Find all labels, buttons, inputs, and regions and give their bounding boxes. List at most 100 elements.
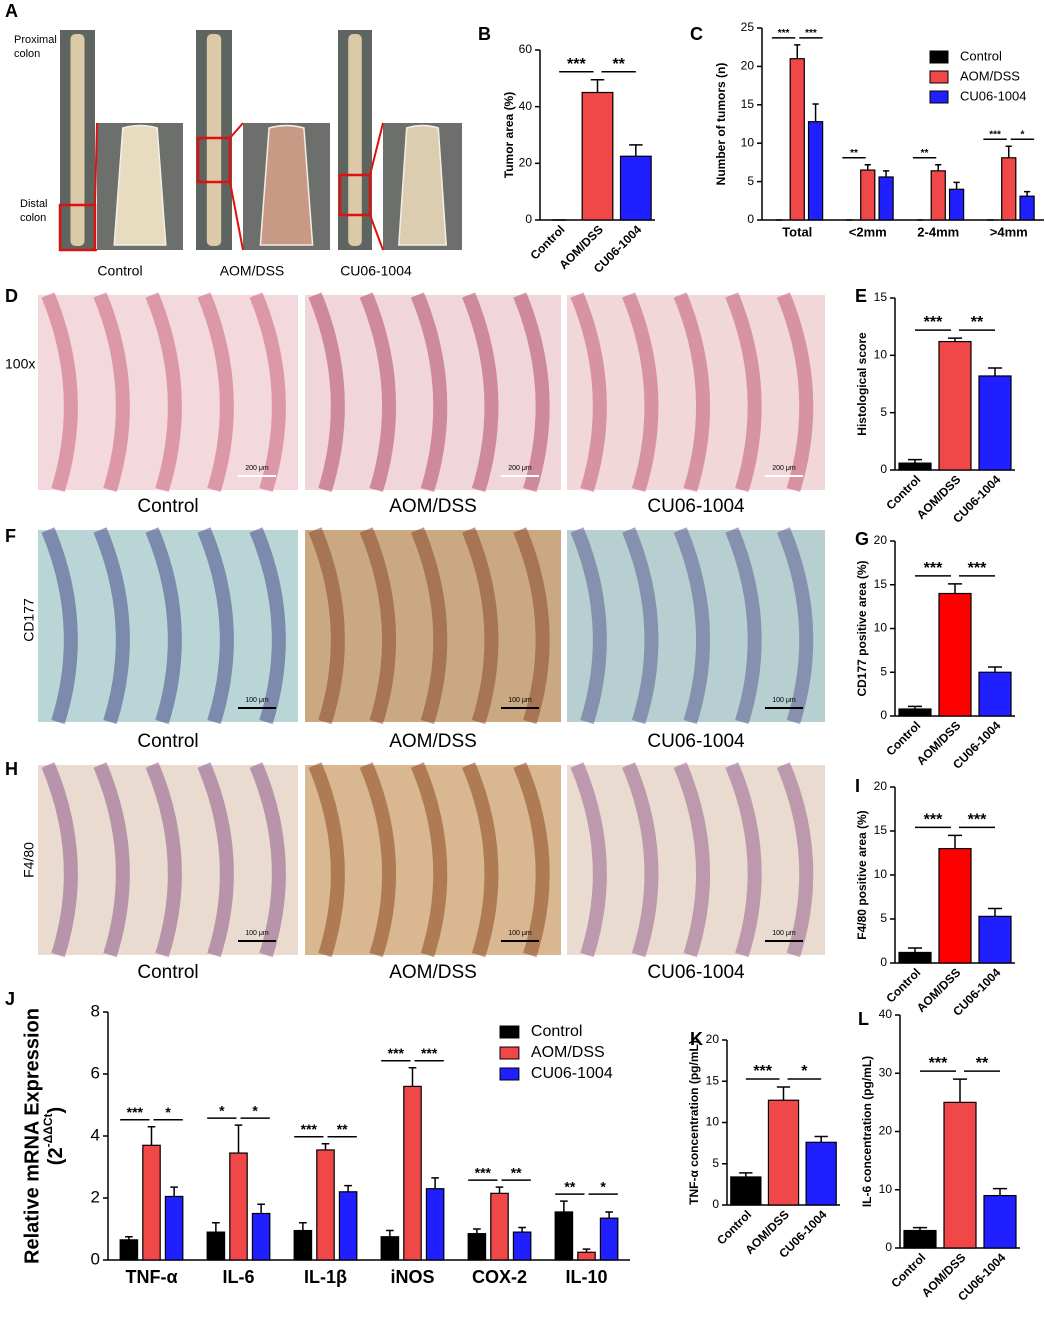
significance-label: *** bbox=[127, 1104, 144, 1120]
error-bar bbox=[935, 163, 942, 171]
y-axis-label: F4/80 positive area (%) bbox=[855, 810, 869, 939]
tissue-band bbox=[725, 527, 762, 725]
y-tick-label: 10 bbox=[874, 348, 888, 362]
significance-label: *** bbox=[968, 811, 987, 828]
bar bbox=[619, 155, 652, 221]
significance-label: *** bbox=[968, 560, 987, 577]
tissue-band bbox=[513, 762, 550, 958]
error-bar bbox=[992, 1187, 1008, 1196]
legend-swatch bbox=[499, 1025, 520, 1039]
error-bar bbox=[321, 1143, 330, 1150]
tissue-band bbox=[249, 762, 286, 958]
bar bbox=[229, 1152, 248, 1261]
y-tick-label: 10 bbox=[874, 621, 888, 635]
photo-caption: Control bbox=[137, 962, 198, 983]
row-label: CD177 bbox=[21, 598, 37, 642]
significance-label: *** bbox=[753, 1063, 772, 1080]
bar bbox=[943, 1101, 977, 1249]
bar bbox=[380, 1236, 400, 1261]
y-tick-label: 0 bbox=[747, 212, 754, 226]
photo-caption: Control bbox=[137, 731, 198, 752]
y-axis-label: Relative mRNA Expression bbox=[21, 1008, 43, 1264]
error-bar bbox=[125, 1236, 133, 1240]
x-tick-label: Control bbox=[883, 965, 923, 1005]
error-bar bbox=[590, 79, 605, 93]
scale-bar-label: 100 μm bbox=[772, 930, 796, 937]
zoom-line bbox=[94, 122, 98, 206]
tissue-band bbox=[41, 527, 78, 725]
significance-label: ** bbox=[921, 148, 929, 159]
error-bar bbox=[794, 44, 801, 59]
significance-label: *** bbox=[567, 56, 586, 73]
y-tick-label: 15 bbox=[874, 823, 888, 837]
x-tick-label: Total bbox=[782, 224, 812, 239]
error-bar bbox=[947, 337, 963, 342]
tissue-band bbox=[462, 292, 499, 493]
proximal-label: Proximal bbox=[14, 34, 57, 46]
bar bbox=[983, 1194, 1017, 1249]
tissue-band bbox=[93, 527, 130, 725]
y-tick-label: 15 bbox=[874, 290, 888, 304]
y-tick-label: 15 bbox=[874, 577, 888, 591]
tissue-band bbox=[93, 762, 130, 958]
y-tick-label: 20 bbox=[874, 779, 888, 793]
y-tick-label: 0 bbox=[712, 1197, 719, 1211]
tissue-band bbox=[359, 762, 396, 958]
y-tick-label: 40 bbox=[879, 1007, 893, 1021]
error-bar bbox=[518, 1226, 526, 1233]
error-bar bbox=[1023, 190, 1031, 197]
error-bar bbox=[212, 1222, 220, 1233]
x-tick-label: IL-1β bbox=[304, 1267, 347, 1287]
significance-label: ** bbox=[976, 1055, 989, 1072]
legend-label: CU06-1004 bbox=[960, 88, 1027, 103]
photo-caption: CU06-1004 bbox=[647, 962, 745, 983]
x-tick-label: Control bbox=[888, 1250, 928, 1290]
bar bbox=[316, 1149, 335, 1261]
y-tick-label: 20 bbox=[519, 156, 533, 170]
tissue-band bbox=[513, 527, 550, 725]
y-tick-label: 20 bbox=[706, 1032, 720, 1046]
tissue-band bbox=[673, 762, 710, 958]
tissue-band bbox=[673, 292, 710, 493]
zoom-box bbox=[338, 173, 372, 217]
tissue-band bbox=[145, 527, 182, 725]
scale-bar-label: 100 μm bbox=[245, 697, 269, 704]
row-label: 100x bbox=[5, 356, 35, 372]
significance-label: ** bbox=[971, 314, 984, 331]
y-tick-label: 0 bbox=[880, 708, 887, 722]
panel-label: F bbox=[5, 526, 16, 546]
y-tick-label: 5 bbox=[747, 174, 754, 188]
error-bar bbox=[431, 1177, 439, 1189]
bar bbox=[490, 1192, 509, 1261]
error-bar bbox=[864, 163, 871, 171]
significance-label: * bbox=[165, 1104, 171, 1120]
bar bbox=[805, 1141, 837, 1206]
significance-label: *** bbox=[805, 28, 817, 39]
scale-bar-label: 100 μm bbox=[772, 697, 796, 704]
y-tick-label: 8 bbox=[91, 1001, 100, 1020]
significance-label: *** bbox=[475, 1165, 492, 1181]
error-bar bbox=[257, 1203, 265, 1214]
y-axis-label-part: (2 bbox=[45, 1147, 67, 1165]
tissue-band bbox=[359, 527, 396, 725]
bar bbox=[577, 1251, 596, 1261]
y-tick-label: 60 bbox=[519, 42, 533, 56]
tissue-band bbox=[41, 292, 78, 493]
bar bbox=[938, 592, 972, 717]
bar bbox=[898, 462, 932, 471]
panel-label: E bbox=[855, 286, 867, 306]
tissue-band bbox=[570, 762, 607, 958]
y-axis-label-part: ) bbox=[45, 1107, 67, 1114]
y-axis-label: Histological score bbox=[855, 332, 869, 436]
bar bbox=[978, 671, 1012, 717]
photo-caption: Control bbox=[137, 496, 198, 517]
significance-label: ** bbox=[337, 1121, 348, 1137]
bar bbox=[467, 1233, 487, 1261]
error-bar bbox=[629, 144, 643, 157]
tissue-band bbox=[776, 527, 814, 725]
error-bar bbox=[812, 103, 819, 122]
photo-caption: AOM/DSS bbox=[389, 496, 477, 517]
bar bbox=[164, 1195, 184, 1261]
photo-caption: CU06-1004 bbox=[647, 496, 745, 517]
zoom-line bbox=[369, 214, 384, 251]
